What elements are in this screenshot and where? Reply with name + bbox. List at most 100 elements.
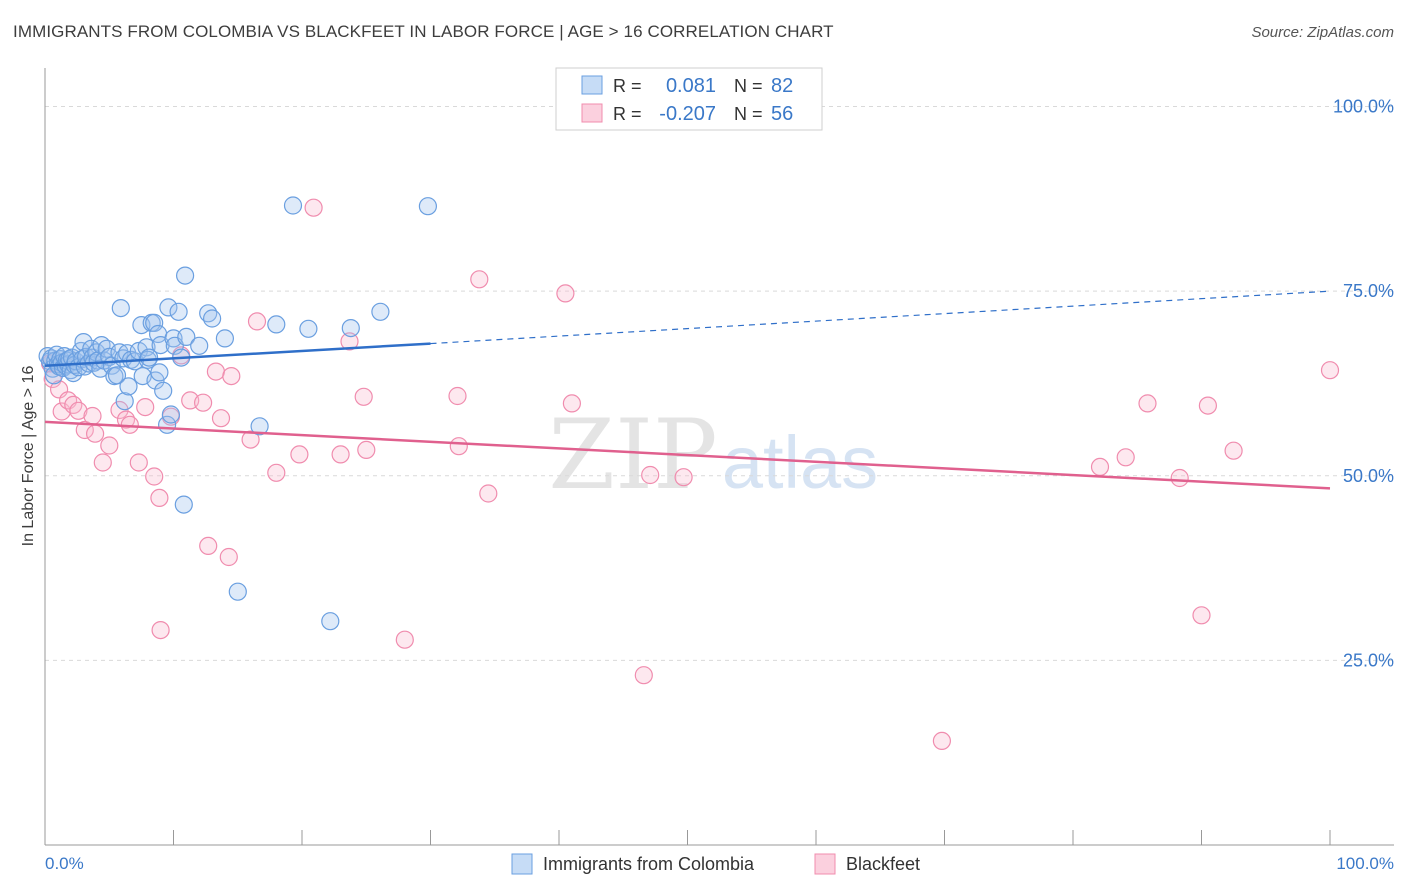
blackfeet-point-32 (290, 445, 309, 464)
blackfeet-point-41 (470, 270, 489, 289)
blackfeet-point-36 (354, 387, 373, 406)
blackfeet-point-43 (556, 284, 575, 303)
stats-r-value-2: -0.207 (659, 103, 716, 125)
stats-r-label-2: R = (613, 104, 642, 124)
colombia-point-80 (283, 196, 303, 215)
blackfeet-point-7 (75, 420, 94, 440)
blackfeet-point-42 (479, 484, 498, 503)
blackfeet-point-53 (1192, 606, 1211, 625)
blackfeet-point-27 (219, 547, 238, 567)
colombia-point-73 (190, 336, 209, 355)
colombia-point-82 (321, 612, 340, 631)
colombia-point-64 (159, 298, 178, 317)
colombia-point-84 (371, 302, 390, 321)
blackfeet-point-39 (448, 386, 467, 406)
y-axis-tick-labels: 25.0% 50.0% 75.0% 100.0% (1333, 97, 1394, 671)
blackfeet-point-31 (267, 463, 286, 482)
colombia-point-70 (174, 495, 193, 514)
blackfeet-point-48 (932, 731, 952, 751)
series-blackfeet (40, 198, 1340, 751)
colombia-point-47 (119, 377, 138, 396)
blackfeet-point-25 (206, 362, 225, 381)
stats-n-value-1: 82 (771, 75, 793, 97)
blackfeet-point-5 (64, 395, 83, 414)
blackfeet-point-49 (1090, 457, 1110, 476)
series-legend: Immigrants from Colombia Blackfeet (511, 853, 920, 875)
blackfeet-point-12 (110, 400, 129, 420)
colombia-point-72 (177, 327, 196, 346)
stats-n-value-2: 56 (771, 103, 793, 125)
blackfeet-point-24 (199, 536, 218, 556)
stats-legend-box: R = 0.081 N = 82 R = -0.207 N = 56 (555, 67, 823, 131)
blackfeet-point-30 (247, 312, 267, 331)
trend-line-colombia (44, 342, 431, 367)
blackfeet-point-11 (100, 436, 119, 455)
blackfeet-point-29 (241, 430, 260, 449)
stats-r-label-1: R = (613, 76, 642, 96)
colombia-point-45 (115, 392, 134, 411)
colombia-point-81 (299, 319, 318, 338)
blackfeet-point-28 (222, 367, 241, 386)
blackfeet-point-46 (641, 465, 660, 485)
blackfeet-point-56 (1320, 361, 1340, 380)
blackfeet-point-16 (136, 398, 155, 417)
blackfeet-point-44 (562, 394, 582, 413)
blackfeet-point-26 (211, 409, 231, 428)
x-tick-label-max: 100.0% (1336, 854, 1394, 873)
blackfeet-point-37 (357, 440, 376, 459)
gridlines (45, 106, 1394, 661)
blackfeet-point-55 (1224, 441, 1243, 460)
colombia-point-79 (267, 315, 286, 334)
legend-swatch-colombia (511, 853, 533, 875)
y-tick-label-100: 100.0% (1333, 97, 1394, 117)
blackfeet-point-54 (1198, 396, 1218, 415)
x-axis-ticks (173, 830, 1331, 845)
blackfeet-point-10 (93, 453, 112, 472)
colombia-point-43 (111, 299, 130, 318)
blackfeet-point-23 (194, 393, 213, 412)
blackfeet-point-15 (129, 453, 148, 472)
colombia-point-78 (250, 417, 269, 436)
stats-swatch-blue (581, 75, 603, 95)
stats-n-label-1: N = (734, 76, 763, 96)
colombia-point-83 (341, 319, 360, 338)
blackfeet-point-33 (304, 198, 323, 217)
blackfeet-point-17 (145, 467, 164, 486)
trend-line-colombia-extension (430, 290, 1331, 345)
blackfeet-point-34 (331, 445, 350, 464)
trend-line-blackfeet (44, 420, 1331, 490)
y-tick-label-75: 75.0% (1343, 281, 1394, 301)
trend-lines (44, 290, 1331, 490)
y-axis-label: In Labor Force | Age > 16 (20, 366, 37, 547)
legend-label-colombia: Immigrants from Colombia (543, 854, 755, 874)
stats-r-value-1: 0.081 (666, 75, 716, 97)
blackfeet-point-6 (69, 401, 88, 420)
series-colombia (38, 196, 437, 631)
x-tick-label-min: 0.0% (45, 854, 84, 873)
blackfeet-point-38 (395, 630, 414, 649)
y-tick-label-50: 50.0% (1343, 466, 1394, 486)
blackfeet-point-35 (340, 332, 359, 351)
blackfeet-point-45 (634, 666, 653, 685)
blackfeet-point-9 (85, 424, 105, 443)
y-tick-label-25: 25.0% (1343, 650, 1394, 670)
colombia-point-76 (215, 329, 234, 348)
colombia-point-60 (150, 363, 169, 382)
blackfeet-point-8 (83, 406, 102, 426)
colombia-point-55 (140, 348, 159, 367)
blackfeet-point-52 (1170, 468, 1189, 488)
colombia-point-41 (107, 366, 127, 385)
blackfeet-point-18 (150, 488, 169, 507)
blackfeet-point-40 (449, 437, 468, 456)
stats-swatch-pink (581, 103, 603, 123)
colombia-point-62 (154, 381, 173, 400)
colombia-point-75 (203, 309, 222, 328)
colombia-point-57 (145, 313, 164, 332)
colombia-point-68 (169, 302, 188, 321)
legend-swatch-blackfeet (814, 853, 836, 875)
blackfeet-point-50 (1116, 448, 1135, 467)
chart-title: IMMIGRANTS FROM COLOMBIA VS BLACKFEET IN… (13, 22, 834, 41)
colombia-point-77 (228, 582, 247, 601)
stats-n-label-2: N = (734, 104, 763, 124)
